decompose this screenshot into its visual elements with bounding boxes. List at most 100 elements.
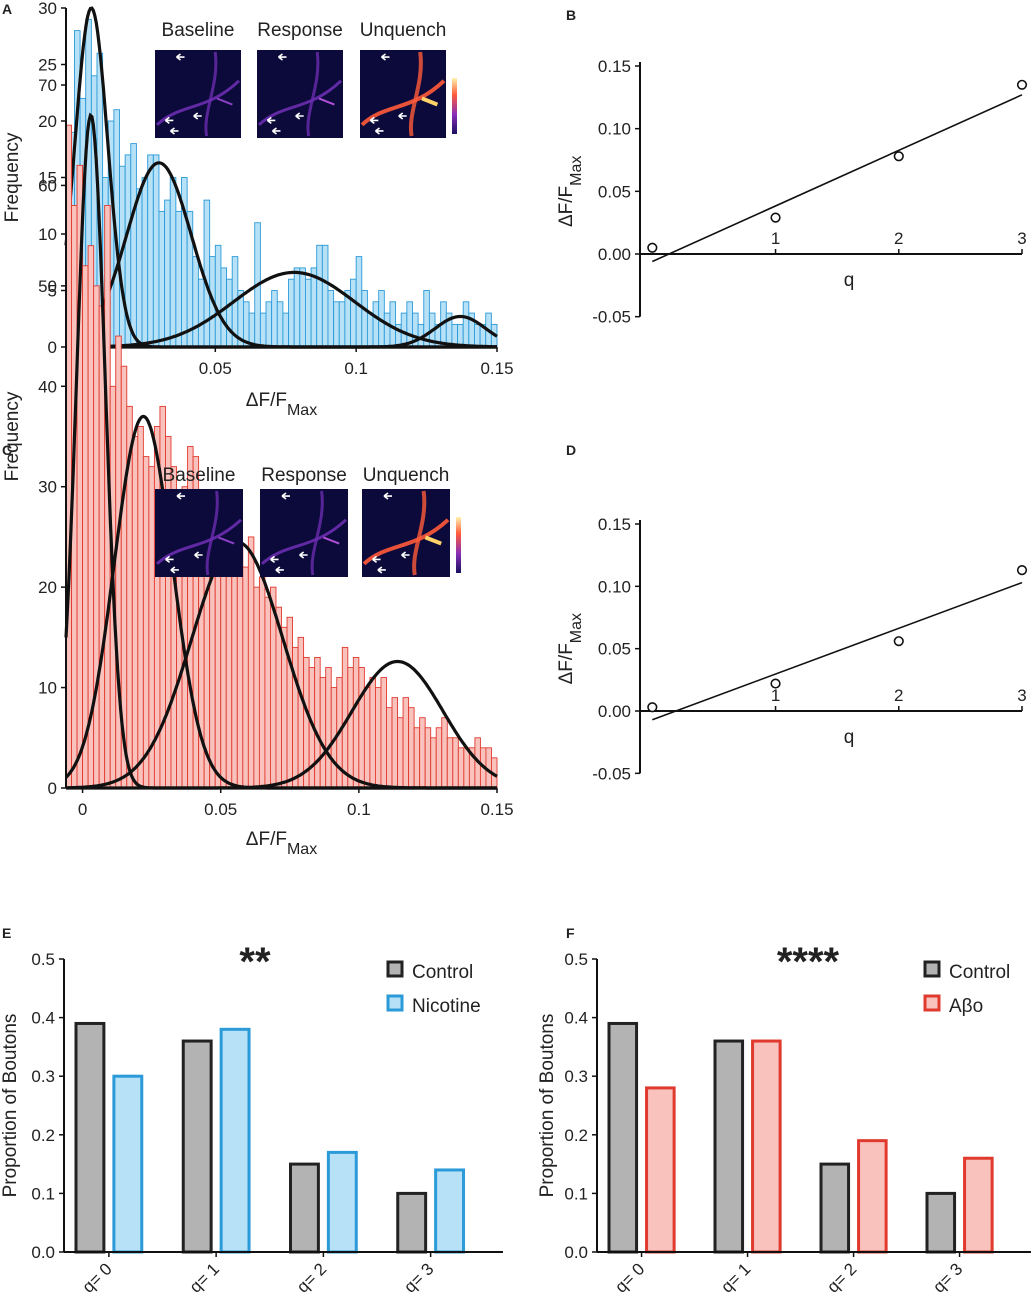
- histogram-bar: [247, 536, 255, 789]
- bar-nicotine: [219, 1027, 251, 1254]
- histogram-bar: [383, 312, 391, 348]
- histogram-bar: [406, 301, 413, 348]
- histogram-bar: [297, 636, 305, 789]
- histogram-bar: [276, 301, 284, 348]
- histogram-bar: [142, 456, 150, 789]
- bar-aβo: [963, 1156, 994, 1254]
- histogram-bar: [271, 290, 278, 348]
- histogram-bar: [175, 210, 182, 348]
- y-axis-label: Proportion of Boutons: [0, 1014, 21, 1198]
- bar-aβo: [751, 1039, 782, 1254]
- histogram-bar: [137, 426, 144, 789]
- x-axis-label: ΔF/FMax: [246, 829, 317, 858]
- y-tick-label: 15: [38, 169, 57, 188]
- histogram-bar: [158, 210, 166, 348]
- histogram-bar: [293, 267, 301, 348]
- y-tick-label: 30: [38, 0, 57, 18]
- data-point: [893, 636, 904, 647]
- dendrite: [360, 79, 446, 127]
- histogram-bar: [319, 677, 327, 789]
- histogram-bar: [226, 278, 233, 348]
- histogram-bar: [457, 747, 465, 789]
- panel-letter-e: E: [2, 925, 11, 941]
- y-tick-label: 10: [38, 225, 57, 244]
- panel-letter-c: C: [2, 442, 12, 458]
- bar-control: [819, 1162, 851, 1254]
- bouton-highlight: [318, 97, 335, 106]
- data-point: [1016, 79, 1028, 90]
- histogram-bar: [350, 278, 357, 348]
- dendrite: [257, 79, 343, 126]
- histogram-bar: [236, 546, 244, 789]
- legend-swatch: [386, 960, 404, 978]
- histogram-bar: [361, 290, 368, 348]
- histogram-bar: [441, 717, 448, 789]
- y-tick-label: 0.00: [598, 245, 631, 264]
- bar-nicotine: [326, 1150, 358, 1254]
- bar-control: [925, 1191, 957, 1254]
- histogram-bar: [286, 616, 294, 789]
- inset-background: [362, 489, 450, 577]
- y-tick-label: 30: [38, 478, 57, 497]
- arrow-icon: [377, 566, 386, 574]
- bar-control: [74, 1021, 106, 1254]
- histogram-bar: [242, 566, 249, 789]
- arrow-icon: [194, 551, 203, 559]
- histogram-bar: [327, 290, 335, 348]
- y-tick-label: 60: [38, 176, 57, 195]
- panel-d: D -0.05 0.00 0.05 0.10 0.15 1 2 3 q ΔF/FMax: [556, 442, 1028, 783]
- x-tick-label: q= 1: [717, 1259, 754, 1296]
- y-tick-label: 40: [38, 377, 57, 396]
- y-tick-label: 0.10: [598, 120, 631, 139]
- x-tick-label: q= 3: [929, 1259, 966, 1296]
- inset-image-baseline: [155, 50, 241, 138]
- inset-background: [257, 50, 343, 138]
- y-axis-label: ΔF/FMax: [556, 613, 585, 684]
- histogram-bar: [374, 687, 382, 789]
- histogram-bar: [259, 312, 267, 348]
- arrow-icon: [176, 53, 185, 61]
- arrow-icon: [375, 127, 384, 135]
- gaussian-fit-3: [66, 270, 497, 349]
- x-tick-label: q= 2: [823, 1259, 860, 1296]
- inset-label-response: Response: [261, 465, 347, 486]
- x-tick-label: 3: [1017, 229, 1026, 248]
- panel-f: Fq= 0 q= 1 q= 2 q= 3 0.0 0.1 0.2 0.3 0.4 0.5 Propo…: [537, 925, 1031, 1297]
- histogram-bar: [299, 267, 306, 348]
- y-tick-label: 0.2: [31, 1126, 55, 1145]
- histogram-bar: [147, 154, 154, 348]
- histogram-bar: [304, 278, 312, 348]
- x-tick-label: 0.15: [480, 359, 513, 378]
- y-tick-label: 0.4: [31, 1009, 55, 1028]
- legend-label: Control: [412, 962, 473, 983]
- histogram-bar: [130, 143, 137, 348]
- x-tick-label: q= 0: [79, 1259, 116, 1296]
- y-tick-label: 0.05: [598, 640, 631, 659]
- bouton-highlight: [216, 97, 233, 106]
- histogram-bar: [363, 687, 371, 789]
- histogram-bar: [253, 586, 260, 789]
- arrow-icon: [401, 551, 410, 559]
- y-tick-label: 0: [48, 779, 57, 798]
- y-tick-label: 0.1: [564, 1184, 588, 1203]
- arrow-icon: [270, 555, 279, 564]
- y-tick-label: 0.2: [564, 1126, 588, 1145]
- histogram-bar: [333, 301, 340, 348]
- histogram-bar: [352, 656, 360, 789]
- inset-label-response: Response: [257, 20, 343, 41]
- inset-label-unquench: Unquench: [363, 465, 450, 486]
- x-tick-label: q= 2: [293, 1259, 330, 1296]
- arrow-icon: [369, 116, 379, 125]
- arrow-icon: [398, 112, 407, 120]
- histogram-bar: [462, 301, 470, 348]
- y-tick-label: 0.0: [564, 1243, 588, 1262]
- bar-control: [713, 1039, 745, 1254]
- inset-background: [155, 50, 241, 138]
- y-tick-label: 0.5: [31, 950, 55, 969]
- bar-control: [396, 1191, 428, 1254]
- panel-letter-d: D: [566, 442, 576, 458]
- arrow-icon: [295, 112, 304, 120]
- x-tick-label: 2: [894, 686, 903, 705]
